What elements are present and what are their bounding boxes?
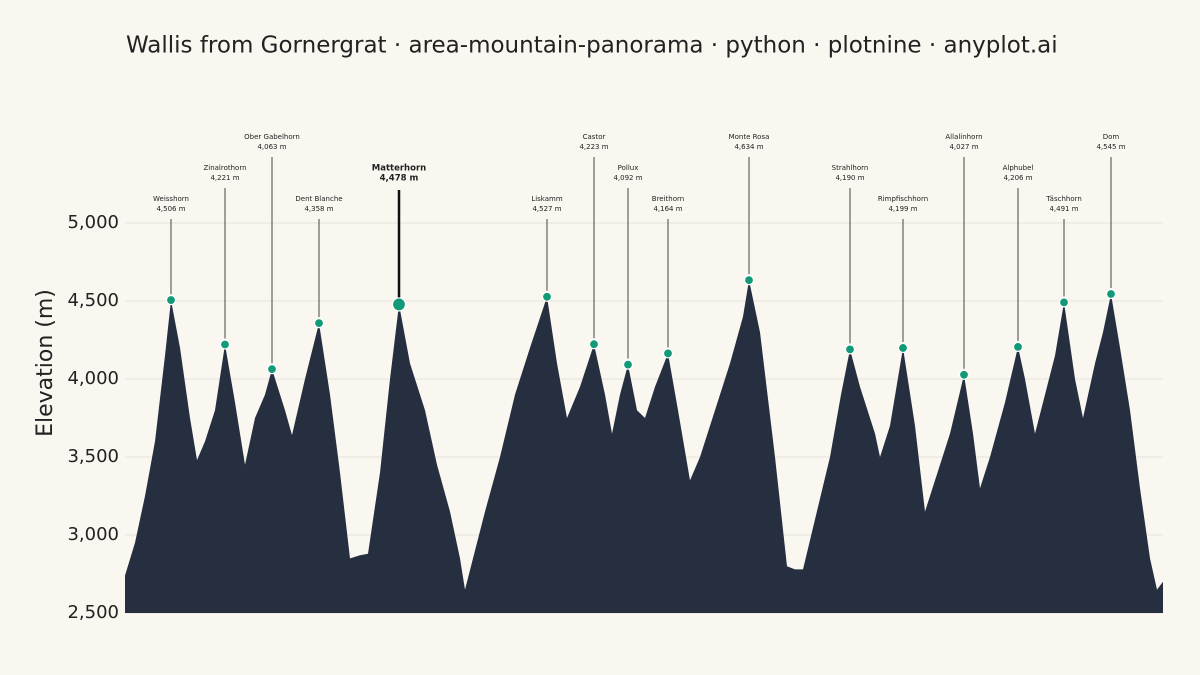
peak-elevation-label: 4,358 m (304, 205, 333, 213)
peak-name: Ober Gabelhorn (244, 133, 300, 141)
peak-marker (391, 297, 407, 312)
peak-elevation-label: 4,221 m (210, 174, 239, 182)
peak-name: Breithorn (652, 195, 684, 203)
peak-name: Liskamm (531, 195, 563, 203)
peak-name: Dent Blanche (295, 195, 342, 203)
y-tick-label: 3,000 (67, 524, 119, 545)
peak-elevation-label: 4,063 m (257, 143, 286, 151)
peak-marker (165, 294, 177, 306)
ridge-area (125, 280, 1163, 613)
peak-marker (1105, 288, 1117, 300)
peak-name: Zinalrothorn (203, 164, 246, 172)
peak-marker (622, 359, 634, 370)
peak-name: Strahlhorn (832, 164, 869, 172)
peak-marker (313, 318, 325, 329)
peak-name: Weisshorn (153, 195, 189, 203)
peak-elevation-label: 4,634 m (734, 143, 763, 151)
peak-elevation-label: 4,206 m (1003, 174, 1032, 182)
peak-marker (588, 339, 600, 350)
peak-name: Allalinhorn (945, 133, 982, 141)
peak-marker (219, 339, 231, 350)
peak-name: Rimpfischhorn (878, 195, 928, 203)
peak-name: Pollux (618, 164, 639, 172)
peak-name: Castor (583, 133, 606, 141)
peak-name: Matterhorn (372, 164, 426, 174)
peak-name: Täschhorn (1045, 195, 1082, 203)
chart-title: Wallis from Gornergrat · area-mountain-p… (126, 33, 1058, 59)
peak-marker (1058, 297, 1070, 308)
peak-elevation-label: 4,527 m (532, 205, 561, 213)
y-tick-label: 4,000 (67, 368, 119, 389)
y-axis-title: Elevation (m) (33, 289, 58, 437)
peak-marker (266, 364, 278, 375)
peak-elevation-label: 4,478 m (380, 174, 419, 184)
peak-marker (743, 274, 755, 286)
peak-marker (958, 369, 970, 380)
y-tick-label: 4,500 (67, 290, 119, 311)
y-tick-label: 3,500 (67, 446, 119, 467)
peak-elevation-label: 4,506 m (156, 205, 185, 213)
peak-elevation-label: 4,491 m (1049, 205, 1078, 213)
peak-elevation-label: 4,027 m (949, 143, 978, 151)
peak-name: Dom (1103, 133, 1120, 141)
peak-marker (662, 348, 674, 359)
y-tick-label: 2,500 (67, 602, 119, 623)
peak-elevation-label: 4,199 m (888, 205, 917, 213)
peak-elevation-label: 4,545 m (1096, 143, 1125, 151)
peak-elevation-label: 4,223 m (579, 143, 608, 151)
peak-marker (1012, 341, 1024, 352)
peak-marker (897, 342, 909, 354)
peak-name: Monte Rosa (729, 133, 770, 141)
peak-marker (541, 291, 553, 302)
y-tick-label: 5,000 (67, 212, 119, 233)
peak-elevation-label: 4,190 m (835, 174, 864, 182)
peak-elevation-label: 4,164 m (653, 205, 682, 213)
peak-elevation-label: 4,092 m (613, 174, 642, 182)
peak-name: Alphubel (1003, 164, 1034, 172)
peak-marker (844, 344, 856, 355)
